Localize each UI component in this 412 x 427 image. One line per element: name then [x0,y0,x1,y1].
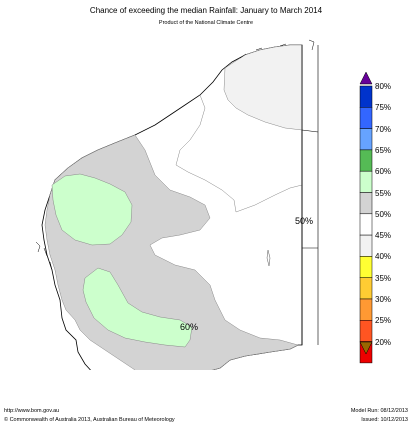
legend-label: 75% [375,103,392,113]
legend-box [359,128,373,151]
region-north-below-median [223,44,303,131]
legend-top-arrow [359,71,373,85]
legend-label: 45% [375,231,392,241]
legend-box [359,213,373,236]
legend-label: 35% [375,273,392,283]
footer-website: http://www.bom.gov.au [4,408,60,414]
rainfall-map [35,39,373,370]
legend-box [359,234,373,257]
legend-box [359,277,373,300]
footer-issued: Issued: 10/12/2013 [361,417,408,423]
legend-box [359,170,373,193]
legend-box [359,149,373,172]
footer-copyright: © Commonwealth of Australia 2013, Austra… [4,417,175,423]
legend-box [359,107,373,129]
legend-box [359,320,373,342]
legend [359,71,373,364]
legend-label: 70% [375,124,392,134]
legend-label: 50% [375,209,392,219]
legend-bottom-arrow [359,341,373,355]
legend-color-boxes [359,85,373,364]
region-south-60 [82,267,193,348]
map-subtitle: Product of the National Climate Centre [158,20,254,26]
region-west-60-upper [51,173,133,246]
legend-label: 30% [375,295,392,304]
legend-box [359,256,373,278]
northern-islands [239,39,315,59]
legend-label: 40% [375,252,392,262]
footer-model-run: Model Run: 08/12/2013 [350,408,408,414]
legend-label: 65% [375,145,392,155]
lake-feature [266,249,271,267]
map-title: Chance of exceeding the median Rainfall:… [89,6,323,15]
region-label-60: 60% [180,322,199,332]
coastal-islands [35,241,53,271]
legend-label: 55% [375,188,392,198]
legend-box [359,85,373,108]
legend-box [359,192,373,215]
legend-label: 20% [375,337,392,347]
adjacent-territory-border [301,45,319,345]
legend-label: 60% [375,167,392,177]
interior-boundary-line [175,94,303,213]
region-label-50: 50% [295,216,314,226]
legend-box [359,298,373,321]
legend-label: 80% [375,82,392,91]
legend-label: 25% [375,316,392,326]
